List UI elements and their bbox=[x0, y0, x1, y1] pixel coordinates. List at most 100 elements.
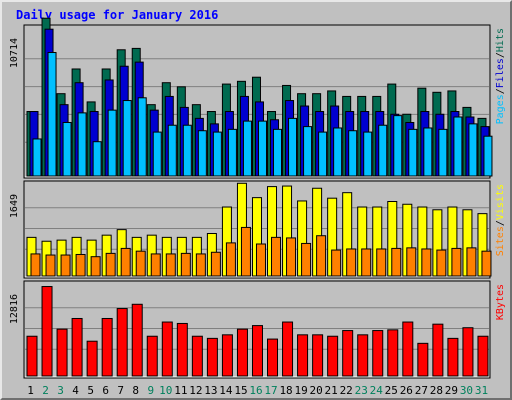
bar-sites-day-30 bbox=[466, 247, 477, 277]
bar-pages-day-3 bbox=[62, 121, 72, 177]
bar-kbytes-day-21 bbox=[327, 335, 339, 377]
bar-sites-day-25 bbox=[391, 247, 402, 277]
bar-pages-day-12 bbox=[197, 130, 207, 177]
day-label-11: 11 bbox=[174, 384, 187, 397]
bar-pages-day-21 bbox=[333, 127, 343, 177]
bar-sites-day-14 bbox=[225, 242, 236, 277]
day-label-1: 1 bbox=[27, 384, 34, 397]
legend-part: Visits bbox=[495, 184, 506, 220]
bar-sites-day-5 bbox=[90, 256, 101, 277]
bar-pages-day-4 bbox=[77, 112, 87, 177]
bar-pages-day-28 bbox=[438, 128, 448, 177]
bar-pages-day-5 bbox=[92, 141, 102, 177]
bar-kbytes-day-10 bbox=[161, 321, 173, 377]
bar-kbytes-day-26 bbox=[402, 321, 414, 377]
bar-sites-day-3 bbox=[60, 254, 71, 277]
day-label-25: 25 bbox=[385, 384, 398, 397]
day-label-21: 21 bbox=[325, 384, 338, 397]
day-label-16: 16 bbox=[249, 384, 262, 397]
bar-kbytes-day-16 bbox=[251, 325, 263, 377]
bar-sites-day-8 bbox=[135, 250, 146, 277]
bar-pages-day-26 bbox=[408, 128, 418, 177]
legend-part: KBytes bbox=[495, 284, 506, 320]
bar-kbytes-day-27 bbox=[417, 342, 429, 377]
day-label-19: 19 bbox=[294, 384, 307, 397]
bar-pages-day-13 bbox=[212, 131, 222, 177]
bar-pages-day-8 bbox=[137, 97, 147, 177]
bar-kbytes-day-17 bbox=[267, 338, 279, 377]
bar-pages-day-24 bbox=[378, 124, 388, 177]
bar-pages-day-7 bbox=[122, 100, 132, 177]
bar-kbytes-day-19 bbox=[297, 334, 309, 377]
bar-sites-day-22 bbox=[346, 248, 357, 277]
bar-pages-day-17 bbox=[273, 128, 283, 177]
ytick-label-kbytes: 12816 bbox=[9, 294, 20, 324]
bar-sites-day-4 bbox=[75, 253, 86, 277]
series-legend-visits: Sites/Visits bbox=[495, 184, 506, 256]
bar-kbytes-day-3 bbox=[56, 328, 68, 377]
day-label-23: 23 bbox=[355, 384, 368, 397]
bar-sites-day-18 bbox=[286, 237, 297, 277]
bar-sites-day-6 bbox=[105, 252, 116, 277]
day-label-12: 12 bbox=[189, 384, 202, 397]
bar-sites-day-11 bbox=[180, 252, 191, 277]
legend-part: Pages bbox=[495, 94, 506, 124]
legend-part: Files bbox=[495, 58, 506, 88]
bar-kbytes-day-28 bbox=[432, 323, 444, 377]
day-label-13: 13 bbox=[204, 384, 217, 397]
bar-kbytes-day-12 bbox=[191, 335, 203, 377]
bar-pages-day-23 bbox=[363, 131, 373, 177]
day-label-8: 8 bbox=[132, 384, 139, 397]
day-label-18: 18 bbox=[279, 384, 292, 397]
bar-sites-day-17 bbox=[271, 236, 282, 277]
bar-sites-day-7 bbox=[120, 247, 131, 277]
day-label-15: 15 bbox=[234, 384, 247, 397]
bar-kbytes-day-13 bbox=[206, 337, 218, 377]
bar-sites-day-29 bbox=[451, 247, 462, 277]
bar-kbytes-day-31 bbox=[477, 335, 489, 377]
bar-pages-day-2 bbox=[47, 52, 57, 177]
bar-pages-day-1 bbox=[32, 138, 42, 177]
bar-pages-day-15 bbox=[242, 120, 252, 177]
legend-part: / bbox=[495, 88, 506, 94]
bar-pages-day-31 bbox=[483, 135, 493, 177]
bar-pages-day-29 bbox=[453, 116, 463, 177]
series-legend-hits: Pages/Files/Hits bbox=[495, 28, 506, 124]
bar-pages-day-9 bbox=[152, 131, 162, 177]
bar-pages-day-20 bbox=[318, 131, 328, 177]
bar-kbytes-day-22 bbox=[342, 330, 354, 377]
day-label-10: 10 bbox=[159, 384, 172, 397]
bar-kbytes-day-20 bbox=[312, 334, 324, 377]
bar-kbytes-day-30 bbox=[462, 327, 474, 377]
bar-sites-day-9 bbox=[150, 253, 161, 277]
bar-sites-day-26 bbox=[406, 247, 417, 277]
bar-kbytes-day-25 bbox=[387, 329, 399, 377]
bar-sites-day-12 bbox=[195, 253, 206, 277]
legend-part: Hits bbox=[495, 28, 506, 52]
day-label-4: 4 bbox=[72, 384, 79, 397]
day-label-20: 20 bbox=[310, 384, 323, 397]
bar-kbytes-day-9 bbox=[146, 335, 158, 377]
bar-sites-day-1 bbox=[30, 253, 41, 277]
bar-pages-day-10 bbox=[167, 124, 177, 177]
bar-sites-day-21 bbox=[331, 249, 342, 277]
bar-kbytes-day-18 bbox=[282, 321, 294, 377]
bar-kbytes-day-11 bbox=[176, 322, 188, 377]
bar-kbytes-day-5 bbox=[86, 340, 98, 377]
ytick-label-visits: 1649 bbox=[9, 194, 20, 218]
bar-pages-day-19 bbox=[303, 126, 313, 177]
day-label-5: 5 bbox=[87, 384, 94, 397]
bar-sites-day-10 bbox=[165, 253, 176, 277]
series-legend-kbytes: KBytes bbox=[495, 284, 506, 320]
bar-kbytes-day-1 bbox=[26, 335, 38, 377]
day-label-28: 28 bbox=[430, 384, 443, 397]
day-label-22: 22 bbox=[340, 384, 353, 397]
bar-sites-day-31 bbox=[481, 250, 492, 277]
chart-title: Daily usage for January 2016 bbox=[16, 8, 218, 22]
day-label-14: 14 bbox=[219, 384, 233, 397]
bar-kbytes-day-15 bbox=[236, 328, 248, 377]
bar-sites-day-19 bbox=[301, 242, 312, 277]
bar-sites-day-28 bbox=[436, 249, 447, 277]
bar-kbytes-day-4 bbox=[71, 317, 83, 377]
